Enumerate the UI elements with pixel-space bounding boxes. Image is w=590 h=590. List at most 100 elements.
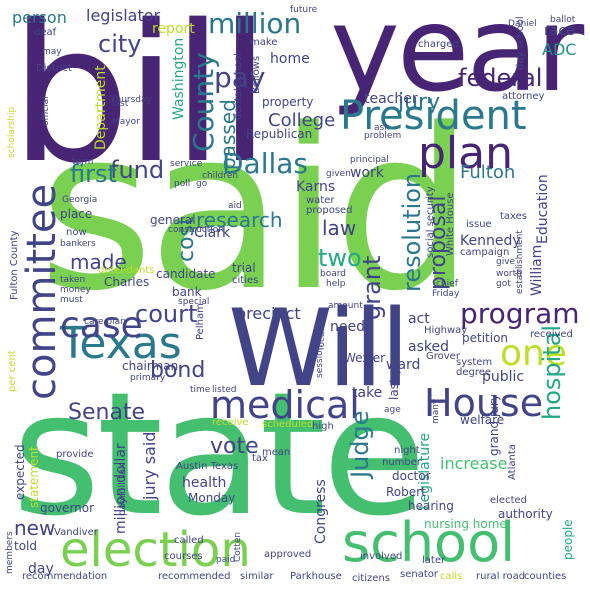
word-give: give <box>496 257 516 267</box>
word-counties: counties <box>524 571 567 582</box>
word-provide: provide <box>56 449 94 460</box>
word-told: told <box>14 539 37 553</box>
word-degree: degree <box>456 367 492 378</box>
word-fund: fund <box>110 156 165 184</box>
word-house: House <box>424 381 544 425</box>
word-bankers: bankers <box>60 239 96 249</box>
word-worth: worth <box>496 269 522 279</box>
word-bellows: Bellows <box>251 55 262 94</box>
word-public: public <box>482 369 525 385</box>
word-monday: Monday <box>188 491 236 505</box>
word-members: members <box>5 531 15 574</box>
word-poll: poll <box>174 179 191 189</box>
word-home: home <box>270 51 310 67</box>
word-last: last <box>112 99 129 109</box>
word-friday: Friday <box>432 289 460 299</box>
word-day: day <box>28 561 54 577</box>
word-money: money <box>60 285 91 295</box>
word-cities: cities <box>232 275 259 286</box>
word-high: high <box>312 421 334 432</box>
word-given: given <box>326 169 351 179</box>
word-taken: taken <box>60 275 86 285</box>
word-night: night <box>394 445 420 456</box>
word-fulton: Fulton <box>460 162 516 183</box>
word-vandiver: Vandiver <box>54 527 98 538</box>
word-statement: statement <box>27 446 41 508</box>
word-amount: amount <box>328 301 363 311</box>
word-william: William <box>529 244 545 296</box>
word-now: now <box>66 227 87 238</box>
word-atlanta: Atlanta <box>507 444 518 480</box>
word-property: property <box>262 95 314 109</box>
word-scholarship: scholarship <box>7 106 17 158</box>
word-age: age <box>384 405 401 415</box>
word-robert: Robert <box>386 485 426 499</box>
word-people: people <box>561 519 575 560</box>
word-charles: Charles <box>104 275 150 289</box>
word-law: law <box>322 216 357 240</box>
word-payroll-tax: payroll tax <box>117 462 128 516</box>
word-will: Will <box>228 287 410 410</box>
word-need: need <box>330 319 365 335</box>
word-make: make <box>250 37 278 48</box>
word-term: term <box>72 157 94 167</box>
word-paid: paid <box>216 555 236 565</box>
word-senator: senator <box>400 569 438 580</box>
word-place: place <box>60 207 93 221</box>
word-judge: Judge <box>346 410 374 478</box>
word-petition: petition <box>462 331 509 345</box>
word-may: may <box>42 47 62 57</box>
word-legislator: legislator <box>86 6 161 25</box>
word-plan: plan <box>418 128 514 179</box>
word-clark: Clark <box>194 225 231 241</box>
word-committee: committee <box>19 183 65 400</box>
word-nursing-home: nursing home <box>424 517 507 531</box>
word-federal: federal <box>458 64 543 92</box>
word-general: general <box>150 213 196 227</box>
word-jury: jury <box>398 90 441 115</box>
word-courses: courses <box>164 551 203 562</box>
word-citizens: citizens <box>352 573 390 584</box>
word-program: program <box>460 297 580 330</box>
word-asked: asked <box>408 339 449 355</box>
word-take: take <box>352 385 383 401</box>
word-pelham: Pelham <box>195 303 206 340</box>
word-new: new <box>14 516 56 540</box>
word-water: water <box>306 195 335 206</box>
word-kennedy: Kennedy <box>460 233 521 249</box>
word-highway: Highway <box>424 325 468 336</box>
word-system: system <box>456 357 493 368</box>
word-local: local <box>317 329 327 350</box>
word-washington: Washington <box>171 37 187 120</box>
word-election: election <box>60 522 251 578</box>
word-one: one <box>500 333 567 374</box>
word-said: said <box>38 82 474 340</box>
word-mayor: Mayor <box>112 117 140 127</box>
word-health: health <box>182 475 227 491</box>
word-bank: bank <box>172 285 202 299</box>
word-trial: trial <box>232 261 256 275</box>
word-receive: receive <box>212 417 249 428</box>
word-tax: tax <box>252 453 268 464</box>
word-must: must <box>60 295 83 305</box>
word-district: District <box>36 63 72 74</box>
word-department: Department <box>93 65 109 150</box>
word-doctor: doctor <box>392 469 431 483</box>
word-teacher: teacher <box>364 91 418 107</box>
word-increase: increase <box>440 454 508 473</box>
word-report: report <box>152 21 195 37</box>
word-board: board <box>320 269 346 279</box>
word-per-cent: per cent <box>7 350 18 392</box>
word-college: College <box>268 110 336 131</box>
word-work: work <box>350 165 384 181</box>
word-adc: ADC <box>542 40 577 59</box>
word-taxes: taxes <box>500 211 528 222</box>
word-many: many <box>431 398 441 424</box>
word-made: made <box>70 250 127 274</box>
word-thursday: Thursday <box>110 95 152 105</box>
word-race: race <box>544 23 575 39</box>
word-recommended: recommended <box>158 571 231 582</box>
word-proposed: proposed <box>306 205 353 216</box>
word-medical: medical <box>210 383 360 427</box>
word-calls: calls <box>440 571 463 582</box>
